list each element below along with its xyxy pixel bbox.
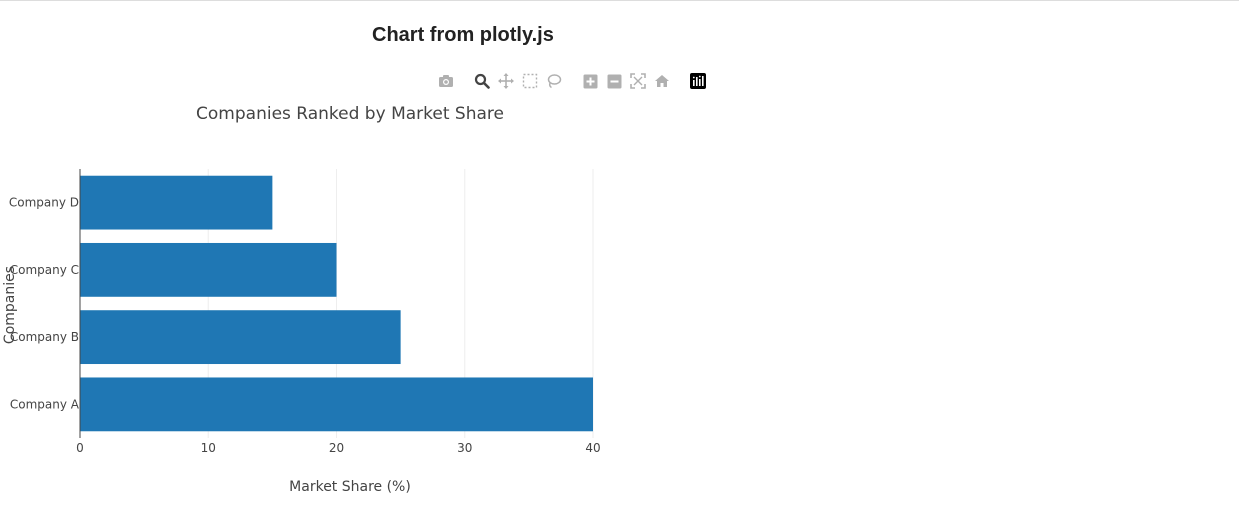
bar-company-c[interactable] <box>80 242 337 297</box>
box-select-icon[interactable] <box>520 71 540 91</box>
y-axis-title: Companies <box>2 266 18 344</box>
lasso-icon[interactable] <box>544 71 564 91</box>
x-axis-ticks: 0 10 20 30 40 <box>76 441 600 455</box>
page-heading: Chart from plotly.js <box>372 24 554 46</box>
zoom-out-icon[interactable] <box>604 71 624 91</box>
x-axis-title: Market Share (%) <box>289 479 411 495</box>
x-tick-label-3: 30 <box>457 441 472 455</box>
zoom-icon[interactable] <box>472 71 492 91</box>
pan-icon[interactable] <box>496 71 516 91</box>
plotly-logo-icon[interactable] <box>688 71 708 91</box>
y-axis-ticks: Company A Company B Company C Company D <box>9 196 80 412</box>
y-tick-label-3: Company D <box>9 196 79 210</box>
y-tick-label-2: Company C <box>10 263 79 277</box>
top-border <box>0 0 1239 1</box>
bar-company-a[interactable] <box>80 377 593 432</box>
x-tick-label-1: 10 <box>201 441 216 455</box>
bar-company-d[interactable] <box>80 175 273 230</box>
chart-title: Companies Ranked by Market Share <box>196 104 504 124</box>
zoom-in-icon[interactable] <box>580 71 600 91</box>
camera-icon[interactable] <box>436 71 456 91</box>
autoscale-icon[interactable] <box>628 71 648 91</box>
bar-company-b[interactable] <box>80 310 401 365</box>
y-tick-label-1: Company B <box>10 330 79 344</box>
x-tick-label-2: 20 <box>329 441 344 455</box>
reset-axes-icon[interactable] <box>652 71 672 91</box>
modebar <box>436 70 724 92</box>
y-tick-label-0: Company A <box>10 397 80 411</box>
bars <box>80 175 593 432</box>
x-tick-label-0: 0 <box>76 441 84 455</box>
x-tick-label-4: 40 <box>585 441 600 455</box>
